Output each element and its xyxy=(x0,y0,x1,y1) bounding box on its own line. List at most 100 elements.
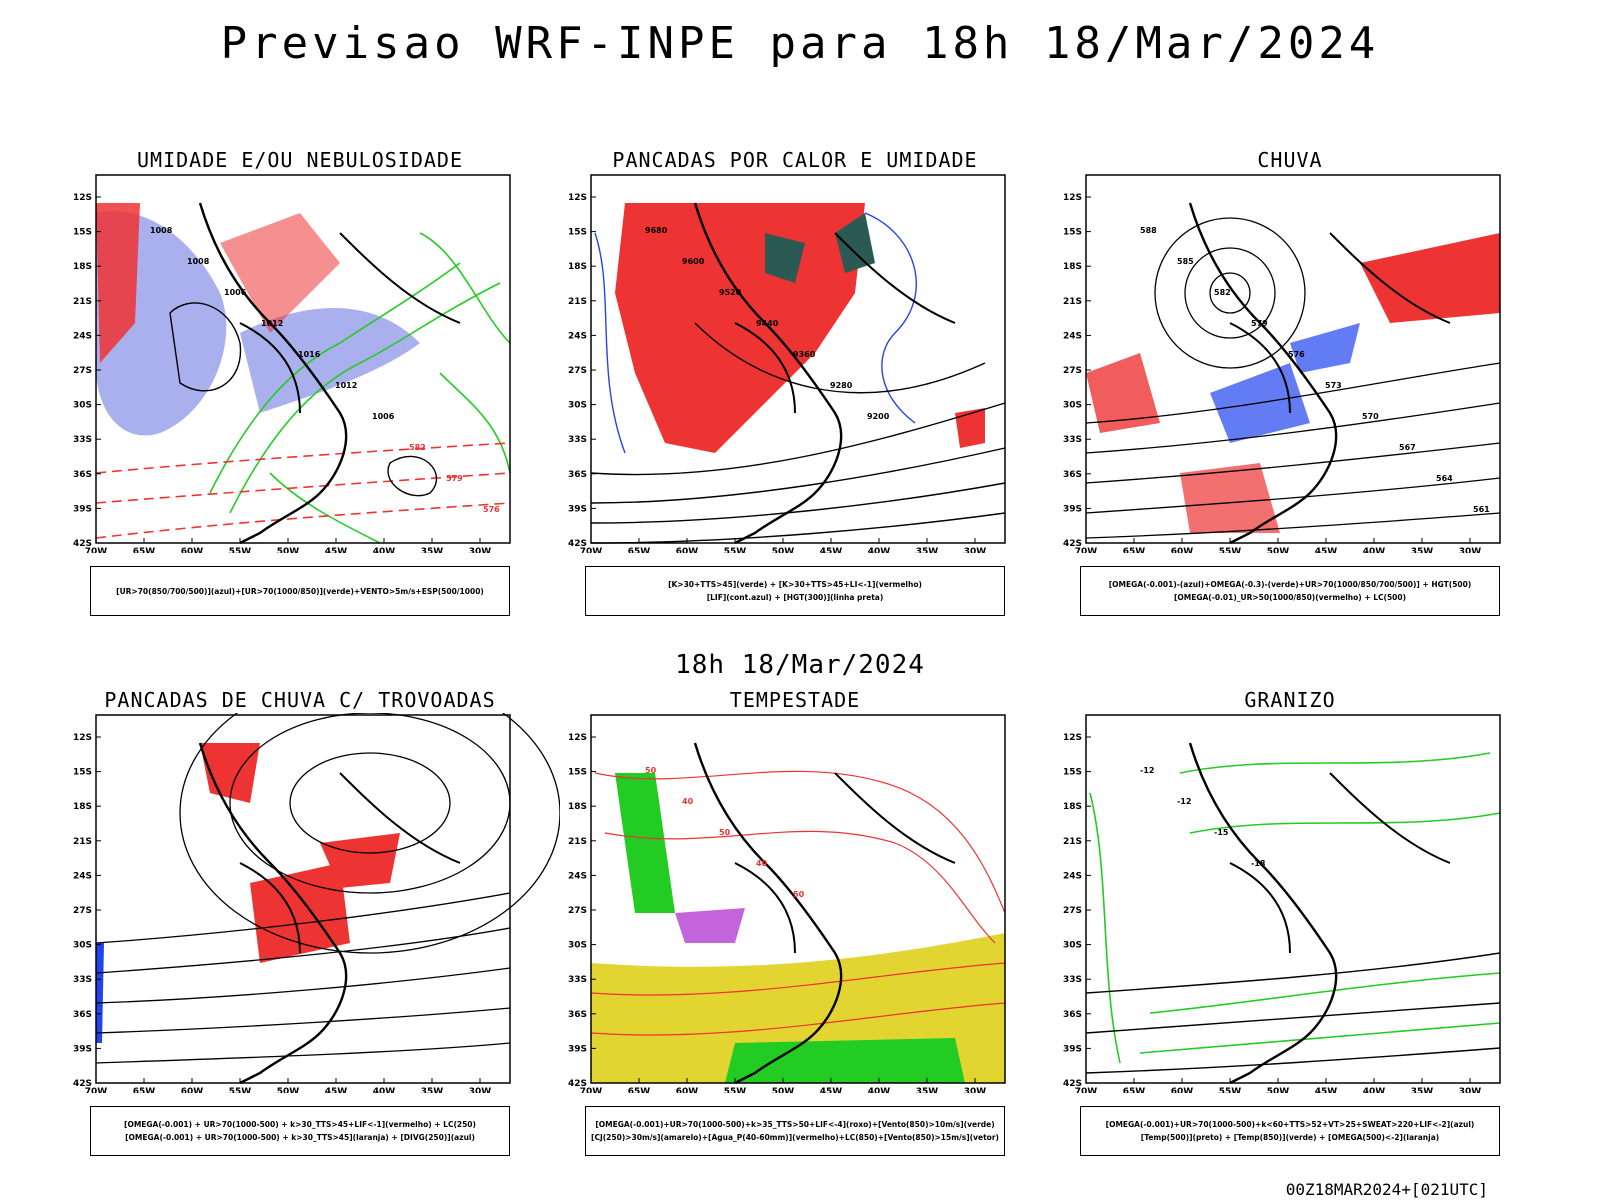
lat-label: 18S xyxy=(1063,262,1082,272)
border-line xyxy=(1329,772,1451,864)
red-contours xyxy=(590,770,1006,1036)
lon-label: 50W xyxy=(277,547,300,553)
lat-label: 39S xyxy=(73,1044,92,1054)
lat-label: 18S xyxy=(73,262,92,272)
contour-label: 1006 xyxy=(372,412,395,421)
lat-label: 30S xyxy=(73,401,92,411)
lat-label: 36S xyxy=(1063,1010,1082,1020)
black-contours xyxy=(169,302,437,497)
streamlines xyxy=(1085,217,1501,539)
panel-title: PANCADAS POR CALOR E UMIDADE xyxy=(612,148,978,172)
lon-label: 60W xyxy=(676,547,699,553)
lon-label: 60W xyxy=(181,547,204,553)
lat-label: 24S xyxy=(568,331,587,341)
lon-label: 40W xyxy=(868,547,891,553)
lon-label: 70W xyxy=(580,547,603,553)
border-line xyxy=(834,232,956,324)
lon-label: 55W xyxy=(229,547,252,553)
border-line xyxy=(239,862,301,954)
mid-title: 18h 18/Mar/2024 xyxy=(675,650,925,680)
lat-label: 42S xyxy=(568,539,587,549)
contour-label: 1008 xyxy=(187,257,210,266)
lat-label: 15S xyxy=(73,228,92,238)
coastline xyxy=(693,742,843,1085)
contour-label: 9360 xyxy=(793,350,816,359)
lon-label: 30W xyxy=(964,547,987,553)
lat-label: 15S xyxy=(568,768,587,778)
lon-label: 65W xyxy=(628,547,651,553)
lat-label: 30S xyxy=(568,401,587,411)
lat-label: 24S xyxy=(568,871,587,881)
lon-label: 60W xyxy=(676,1087,699,1093)
contour-label: 9200 xyxy=(867,412,890,421)
lon-label: 40W xyxy=(373,1087,396,1093)
lon-label: 45W xyxy=(820,1087,843,1093)
lat-label: 27S xyxy=(1063,906,1082,916)
contour-label: 50 xyxy=(645,766,657,775)
contour-label: 1012 xyxy=(261,319,283,328)
lat-label: 27S xyxy=(73,366,92,376)
lat-label: 24S xyxy=(1063,871,1082,881)
lon-label: 40W xyxy=(1363,1087,1386,1093)
lat-label: 15S xyxy=(1063,768,1082,778)
lat-label: 33S xyxy=(1063,435,1082,445)
contour-label: 9680 xyxy=(645,226,668,235)
border-line xyxy=(339,232,461,324)
lat-label: 21S xyxy=(1063,837,1082,847)
contour-label: 40 xyxy=(682,797,694,806)
lon-label: 70W xyxy=(85,547,108,553)
lat-label: 36S xyxy=(1063,470,1082,480)
lon-label: 50W xyxy=(772,547,795,553)
border-line xyxy=(1329,232,1451,324)
lon-label: 45W xyxy=(325,547,348,553)
border-line xyxy=(734,862,796,954)
lon-label: 35W xyxy=(421,1087,444,1093)
contour-label: 561 xyxy=(1473,505,1490,514)
contour-label: 585 xyxy=(1177,257,1194,266)
lon-label: 30W xyxy=(1459,1087,1482,1093)
lon-label: 60W xyxy=(1171,547,1194,553)
map-frame xyxy=(1085,714,1501,1084)
legend: [UR>70(850/700/500)](azul)+[UR>70(1000/8… xyxy=(90,566,510,616)
lat-label: 18S xyxy=(1063,802,1082,812)
map-frame xyxy=(95,714,511,1084)
panel-title: UMIDADE E/OU NEBULOSIDADE xyxy=(136,148,464,172)
panel-umidade: UMIDADE E/OU NEBULOSIDADE 12S 15S 18S 21S 24… xyxy=(40,148,560,628)
lat-label: 42S xyxy=(73,1079,92,1089)
lat-label: 30S xyxy=(1063,401,1082,411)
green-contours xyxy=(1089,752,1501,1064)
contour-label: 1006 xyxy=(224,288,247,297)
lat-label: 39S xyxy=(1063,504,1082,514)
panel-chuva: CHUVA 12S 15S 18S 21S 24S 27S 30S 33S 36S 39S 42S 7… xyxy=(1030,148,1550,628)
lon-label: 60W xyxy=(181,1087,204,1093)
border-line xyxy=(1229,322,1291,414)
green-contours xyxy=(209,232,511,544)
lon-label: 45W xyxy=(820,547,843,553)
contour-label: 1012 xyxy=(335,381,357,390)
fields xyxy=(615,203,985,453)
lat-label: 12S xyxy=(568,193,587,203)
lat-label: 12S xyxy=(1063,733,1082,743)
lat-label: 21S xyxy=(1063,297,1082,307)
lat-label: 33S xyxy=(1063,975,1082,985)
lat-label: 33S xyxy=(568,435,587,445)
contour-label: -18 xyxy=(1251,859,1266,868)
panel-title: PANCADAS DE CHUVA C/ TROVOADAS xyxy=(104,688,496,712)
lat-label: 42S xyxy=(568,1079,587,1089)
lon-label: 70W xyxy=(1075,1087,1098,1093)
lon-label: 70W xyxy=(580,1087,603,1093)
lat-label: 36S xyxy=(568,1010,587,1020)
lat-label: 39S xyxy=(568,1044,587,1054)
lat-label: 39S xyxy=(568,504,587,514)
lat-label: 27S xyxy=(73,906,92,916)
contour-label: 567 xyxy=(1399,443,1416,452)
legend: [K>30+TTS>45](verde) + [K>30+TTS>45+LI<-… xyxy=(585,566,1005,616)
map-frame xyxy=(590,174,1006,544)
lat-label: 18S xyxy=(568,802,587,812)
lat-label: 15S xyxy=(73,768,92,778)
coastline xyxy=(1188,202,1338,545)
contour-label: 9440 xyxy=(756,319,779,328)
